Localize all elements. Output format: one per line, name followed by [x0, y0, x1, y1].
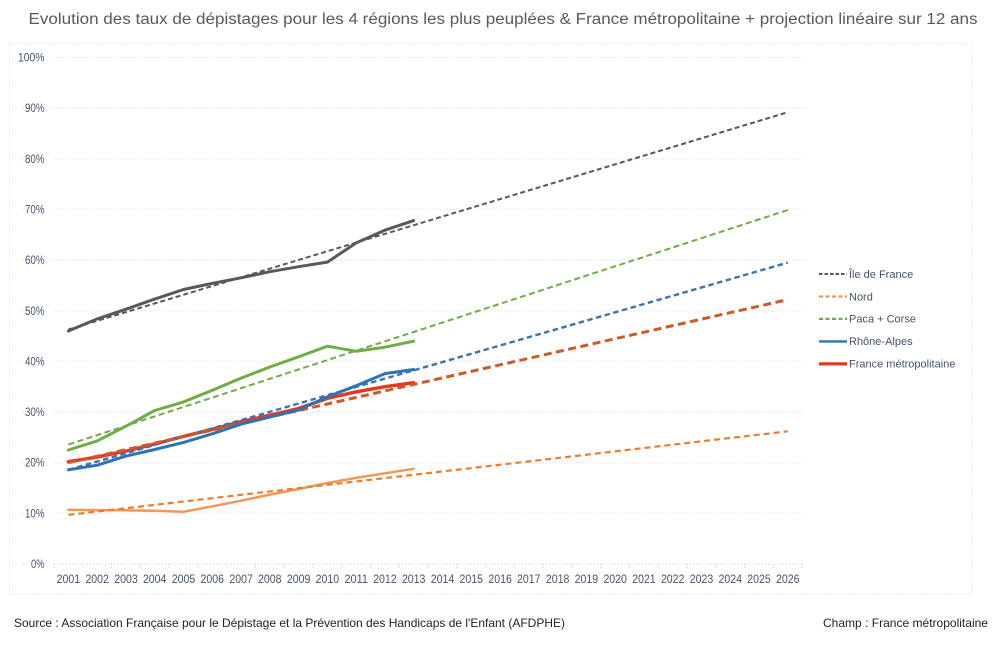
svg-text:2015: 2015	[460, 574, 484, 586]
svg-text:2022: 2022	[661, 574, 685, 586]
svg-text:2007: 2007	[229, 574, 253, 586]
svg-text:10%: 10%	[25, 508, 45, 520]
svg-text:Nord: Nord	[849, 291, 873, 303]
svg-text:2005: 2005	[172, 574, 196, 586]
svg-text:2012: 2012	[373, 574, 397, 586]
svg-text:70%: 70%	[25, 204, 45, 216]
svg-text:2024: 2024	[719, 574, 743, 586]
svg-text:2017: 2017	[517, 574, 541, 586]
svg-text:2009: 2009	[287, 574, 311, 586]
svg-text:2002: 2002	[85, 574, 109, 586]
svg-text:2008: 2008	[258, 574, 282, 586]
svg-text:2025: 2025	[747, 574, 771, 586]
svg-text:2001: 2001	[57, 574, 81, 586]
svg-text:Paca + Corse: Paca + Corse	[849, 314, 916, 326]
svg-text:2021: 2021	[632, 574, 656, 586]
svg-text:2010: 2010	[316, 574, 340, 586]
svg-text:20%: 20%	[25, 458, 45, 470]
svg-text:2026: 2026	[776, 574, 800, 586]
svg-text:40%: 40%	[25, 356, 45, 368]
svg-text:50%: 50%	[25, 306, 45, 318]
svg-text:2019: 2019	[575, 574, 599, 586]
svg-text:60%: 60%	[25, 255, 45, 267]
svg-text:2011: 2011	[344, 574, 368, 586]
svg-text:2023: 2023	[690, 574, 714, 586]
svg-text:2003: 2003	[114, 574, 138, 586]
svg-text:2013: 2013	[402, 574, 426, 586]
svg-text:0%: 0%	[31, 559, 45, 571]
svg-text:80%: 80%	[25, 154, 45, 166]
svg-text:2016: 2016	[488, 574, 512, 586]
svg-text:2004: 2004	[143, 574, 167, 586]
svg-text:Champ : France métropolitaine: Champ : France métropolitaine	[823, 616, 988, 630]
svg-text:2020: 2020	[603, 574, 627, 586]
svg-text:Île de France: Île de France	[848, 268, 913, 281]
svg-text:2006: 2006	[201, 574, 225, 586]
svg-text:30%: 30%	[25, 407, 45, 419]
svg-text:2014: 2014	[431, 574, 455, 586]
svg-text:Rhône-Alpes: Rhône-Alpes	[849, 336, 913, 348]
svg-text:Evolution des taux de dépistag: Evolution des taux de dépistages pour le…	[29, 11, 978, 28]
svg-text:France métropolitaine: France métropolitaine	[849, 359, 955, 371]
svg-text:100%: 100%	[18, 53, 45, 65]
svg-text:90%: 90%	[25, 103, 45, 115]
svg-text:Source : Association Française: Source : Association Française pour le D…	[14, 616, 565, 630]
svg-text:2018: 2018	[546, 574, 570, 586]
